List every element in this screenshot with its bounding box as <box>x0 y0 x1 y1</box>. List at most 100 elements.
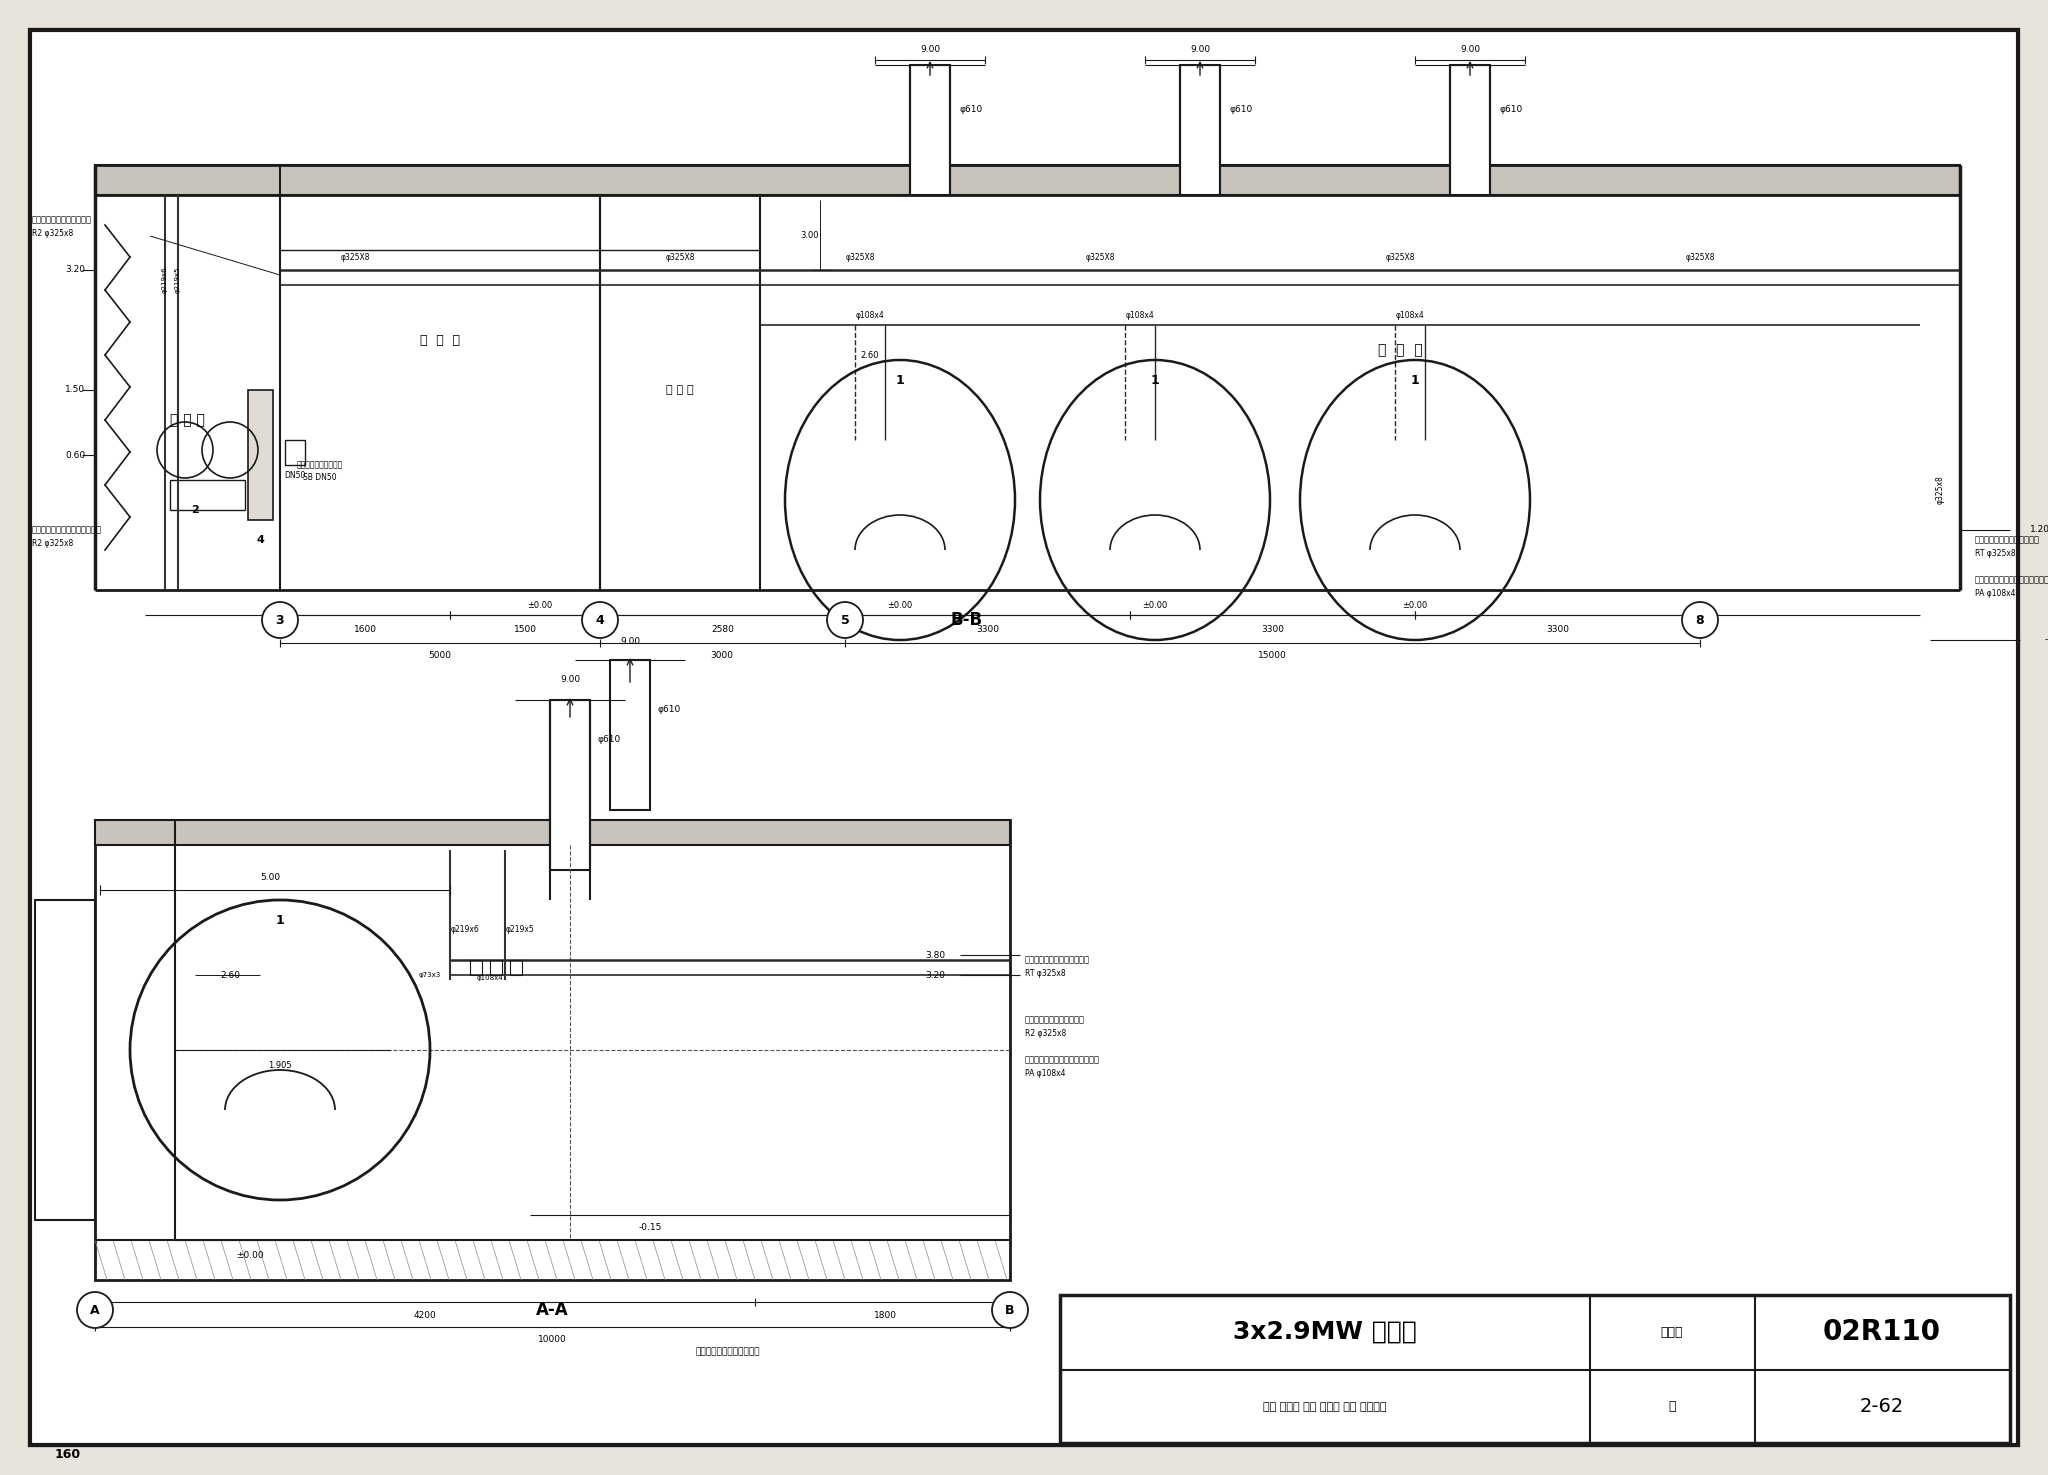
Text: 2580: 2580 <box>711 624 733 633</box>
Text: 软化水管接至软化水箱: 软化水管接至软化水箱 <box>297 460 344 469</box>
Text: 9.00: 9.00 <box>920 46 940 55</box>
Bar <box>35 900 94 1220</box>
Text: 页: 页 <box>1669 1400 1675 1413</box>
Bar <box>510 960 522 975</box>
Text: φ610: φ610 <box>961 106 983 115</box>
Text: 5.00: 5.00 <box>260 873 281 882</box>
Text: 2-62: 2-62 <box>1860 1397 1905 1416</box>
Text: φ219x6: φ219x6 <box>451 925 479 935</box>
Text: φ219x6: φ219x6 <box>162 267 168 294</box>
Text: PA φ108x4: PA φ108x4 <box>1024 1068 1065 1078</box>
Text: 锅炉安全阀排水管接至室外安全处: 锅炉安全阀排水管接至室外安全处 <box>1974 575 2048 584</box>
Text: ±0.00: ±0.00 <box>528 600 553 609</box>
Bar <box>248 389 272 521</box>
Text: φ325X8: φ325X8 <box>1384 254 1415 263</box>
Text: 9.00: 9.00 <box>621 637 641 646</box>
Text: φ73x3: φ73x3 <box>420 972 440 978</box>
Bar <box>1061 1295 2009 1443</box>
Text: 9.00: 9.00 <box>1190 46 1210 55</box>
Text: 1: 1 <box>276 913 285 926</box>
Text: -0.15: -0.15 <box>639 1223 662 1233</box>
Text: 4200: 4200 <box>414 1310 436 1320</box>
Text: 9.00: 9.00 <box>1460 46 1481 55</box>
Circle shape <box>262 602 299 639</box>
Text: 160: 160 <box>55 1448 82 1462</box>
Text: -1.50: -1.50 <box>2046 636 2048 645</box>
Bar <box>551 701 590 870</box>
Text: B: B <box>1006 1304 1014 1317</box>
Text: 10000: 10000 <box>539 1335 567 1345</box>
Text: SB DN50: SB DN50 <box>303 473 336 482</box>
Text: φ108x4: φ108x4 <box>477 975 504 981</box>
Bar <box>909 65 950 195</box>
Text: R2 φ325x8: R2 φ325x8 <box>1024 1028 1067 1037</box>
Text: R2 φ325x8: R2 φ325x8 <box>33 229 74 237</box>
Text: 锅  炉  间: 锅 炉 间 <box>1378 344 1421 357</box>
Text: A: A <box>90 1304 100 1317</box>
Text: 5000: 5000 <box>428 652 451 661</box>
Circle shape <box>1681 602 1718 639</box>
Text: φ325X8: φ325X8 <box>1686 254 1714 263</box>
Bar <box>1450 65 1491 195</box>
Text: ±0.00: ±0.00 <box>887 600 913 609</box>
Text: φ325X8: φ325X8 <box>1085 254 1114 263</box>
Text: RT φ325x8: RT φ325x8 <box>1024 969 1065 978</box>
Bar <box>469 960 481 975</box>
Bar <box>94 820 1010 845</box>
Text: 辅  助  间: 辅 助 间 <box>420 333 461 347</box>
Text: 4: 4 <box>596 614 604 627</box>
Text: φ219x5: φ219x5 <box>506 925 535 935</box>
Text: 1500: 1500 <box>514 624 537 633</box>
Text: 3.20: 3.20 <box>926 971 944 979</box>
Text: B-B: B-B <box>950 611 983 628</box>
Bar <box>94 165 1960 195</box>
Text: 控 制 室: 控 制 室 <box>666 385 694 395</box>
Text: ±0.00: ±0.00 <box>1143 600 1167 609</box>
Text: 锅炉排污管接至炉后排水沟: 锅炉排污管接至炉后排水沟 <box>694 1348 760 1357</box>
Text: φ325X8: φ325X8 <box>846 254 874 263</box>
Text: 1.905: 1.905 <box>268 1061 291 1069</box>
Text: 3.00: 3.00 <box>801 230 819 239</box>
Text: 图集号: 图集号 <box>1661 1326 1683 1338</box>
Bar <box>489 960 502 975</box>
Text: φ325x8: φ325x8 <box>1935 475 1944 504</box>
Text: 3300: 3300 <box>1546 624 1569 633</box>
Text: 5: 5 <box>840 614 850 627</box>
Text: 2.60: 2.60 <box>860 351 879 360</box>
Text: 3.20: 3.20 <box>66 266 86 274</box>
Text: 4: 4 <box>256 535 264 544</box>
Text: 1: 1 <box>1151 373 1159 386</box>
Text: φ108x4: φ108x4 <box>1126 311 1155 320</box>
Text: ±0.00: ±0.00 <box>236 1251 264 1260</box>
Text: 循环水泵未回水管接至锅炉: 循环水泵未回水管接至锅炉 <box>33 215 92 224</box>
Text: 2.60: 2.60 <box>219 971 240 979</box>
Text: φ610: φ610 <box>598 736 621 745</box>
Text: 锅炉安全阀排水管接至室外安全处: 锅炉安全阀排水管接至室外安全处 <box>1024 1056 1100 1065</box>
Bar <box>94 820 1010 1280</box>
Text: 水 泵 房: 水 泵 房 <box>170 413 205 426</box>
Text: 02R110: 02R110 <box>1823 1319 1942 1347</box>
Text: 3x2.9MW 剖视图: 3x2.9MW 剖视图 <box>1233 1320 1417 1344</box>
Text: φ325X8: φ325X8 <box>340 254 371 263</box>
Text: 锅炉末热网供水总管接至外网: 锅炉末热网供水总管接至外网 <box>1974 535 2040 544</box>
Text: φ610: φ610 <box>1499 106 1524 115</box>
Text: φ108x4: φ108x4 <box>856 311 885 320</box>
Circle shape <box>78 1292 113 1328</box>
Text: RT φ325x8: RT φ325x8 <box>1974 549 2015 558</box>
Text: 1600: 1600 <box>354 624 377 633</box>
Text: 8: 8 <box>1696 614 1704 627</box>
Text: DN50: DN50 <box>285 471 305 479</box>
Text: 3300: 3300 <box>977 624 999 633</box>
Text: 9.00: 9.00 <box>559 676 580 684</box>
Text: 1: 1 <box>1411 373 1419 386</box>
Text: φ108x4: φ108x4 <box>1395 311 1423 320</box>
Text: 3000: 3000 <box>711 652 733 661</box>
Text: 3.80: 3.80 <box>926 950 944 960</box>
Text: φ610: φ610 <box>1231 106 1253 115</box>
Circle shape <box>991 1292 1028 1328</box>
Text: 3: 3 <box>276 614 285 627</box>
Text: 1: 1 <box>895 373 905 386</box>
Bar <box>170 479 246 510</box>
Bar <box>1180 65 1221 195</box>
Circle shape <box>827 602 862 639</box>
